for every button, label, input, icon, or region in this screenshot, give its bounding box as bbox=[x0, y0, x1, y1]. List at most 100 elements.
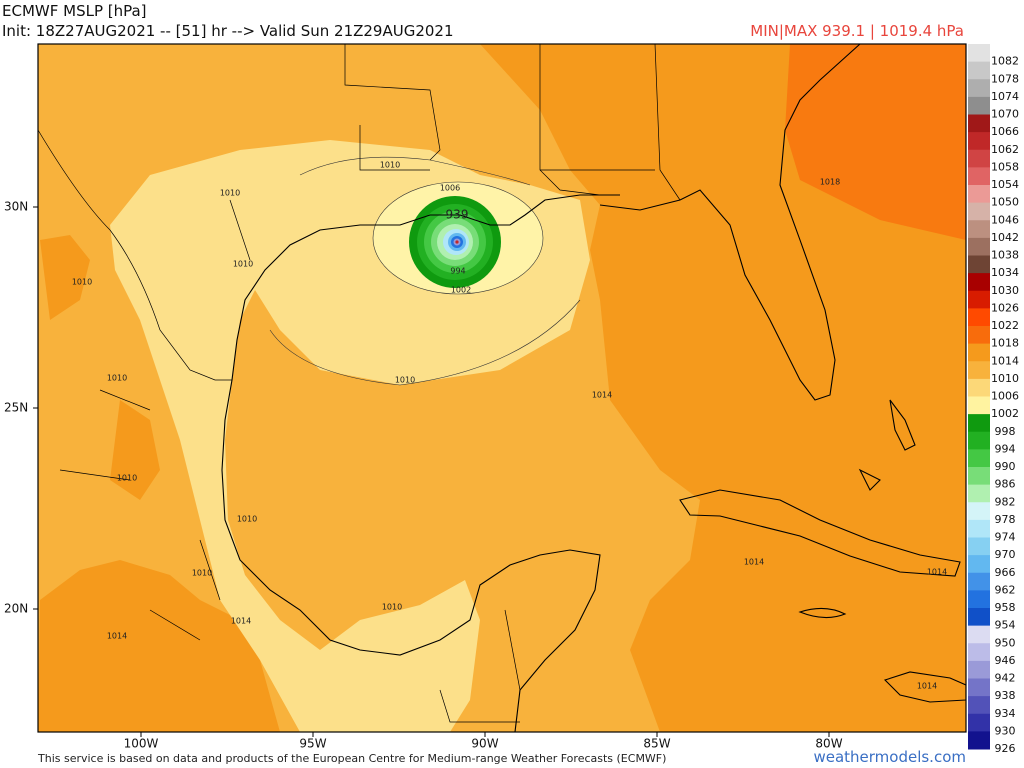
colorbar-label: 998 bbox=[995, 425, 1016, 438]
colorbar-label: 1002 bbox=[991, 407, 1019, 420]
contour-label: 1014 bbox=[917, 682, 937, 691]
contour-label: 1010 bbox=[382, 603, 402, 612]
contour-label: 1010 bbox=[220, 189, 240, 198]
colorbar-label: 978 bbox=[995, 513, 1016, 526]
colorbar-swatch bbox=[968, 502, 990, 521]
lon-label: 85W bbox=[643, 737, 670, 751]
field-center bbox=[455, 240, 459, 244]
colorbar-label: 958 bbox=[995, 601, 1016, 614]
contour-label: 1018 bbox=[820, 178, 840, 187]
lon-label: 95W bbox=[299, 737, 326, 751]
colorbar-label: 1074 bbox=[991, 90, 1019, 103]
colorbar-label: 1078 bbox=[991, 72, 1019, 85]
coastline bbox=[221, 194, 620, 732]
lat-label: 30N bbox=[4, 200, 28, 214]
contour-label: 1010 bbox=[72, 278, 92, 287]
contour-label: 1014 bbox=[592, 391, 612, 400]
colorbar-swatch bbox=[968, 185, 990, 204]
colorbar-label: 1030 bbox=[991, 284, 1019, 297]
colorbar-swatch bbox=[968, 396, 990, 415]
isobar bbox=[372, 181, 544, 295]
contour-label: 1010 bbox=[233, 260, 253, 269]
colorbar-swatch bbox=[968, 572, 990, 591]
colorbar-swatch bbox=[968, 167, 990, 186]
colorbar-label: 942 bbox=[995, 672, 1016, 685]
colorbar-label: 1042 bbox=[991, 231, 1019, 244]
colorbar-label: 966 bbox=[995, 566, 1016, 579]
colorbar-label: 1066 bbox=[991, 125, 1019, 138]
coastline bbox=[858, 399, 916, 491]
contour-label: 1010 bbox=[107, 374, 127, 383]
colorbar-label: 962 bbox=[995, 583, 1016, 596]
map-title: ECMWF MSLP [hPa] bbox=[2, 2, 147, 20]
lon-label: 80W bbox=[815, 737, 842, 751]
colorbar-swatch bbox=[968, 414, 990, 433]
contour-label: 1010 bbox=[380, 161, 400, 170]
contour-label: 1014 bbox=[107, 632, 127, 641]
colorbar-swatch bbox=[968, 660, 990, 679]
colorbar-swatch bbox=[968, 537, 990, 556]
lat-label: 20N bbox=[4, 602, 28, 616]
colorbar-label: 994 bbox=[995, 442, 1016, 455]
colorbar-swatch bbox=[968, 484, 990, 503]
coastline bbox=[798, 607, 966, 703]
map-frame bbox=[37, 43, 967, 733]
colorbar-swatch bbox=[968, 149, 990, 168]
border bbox=[199, 125, 430, 601]
colorbar-swatch bbox=[968, 290, 990, 309]
colorbar: 1082 1078 1074 1070 1066 1062 1058 1054 1050 1046… bbox=[968, 44, 1019, 755]
colorbar-swatch bbox=[968, 625, 990, 644]
colorbar-swatch bbox=[968, 378, 990, 397]
colorbar-swatch bbox=[968, 61, 990, 80]
colorbar-label: 974 bbox=[995, 531, 1016, 544]
colorbar-swatch bbox=[968, 202, 990, 221]
colorbar-swatch bbox=[968, 713, 990, 732]
colorbar-swatch bbox=[968, 678, 990, 697]
colorbar-label: 1082 bbox=[991, 55, 1019, 68]
colorbar-swatch bbox=[968, 449, 990, 468]
axis-ticks bbox=[33, 206, 830, 737]
colorbar-label: 1022 bbox=[991, 319, 1019, 332]
contour-label: 1002 bbox=[451, 286, 471, 295]
colorbar-swatch bbox=[968, 696, 990, 715]
field-1018 bbox=[785, 44, 966, 240]
colorbar-swatch bbox=[968, 114, 990, 133]
colorbar-swatch bbox=[968, 555, 990, 574]
credit: This service is based on data and produc… bbox=[37, 752, 666, 765]
field-1014 bbox=[480, 44, 966, 732]
colorbar-swatch bbox=[968, 255, 990, 274]
colorbar-label: 986 bbox=[995, 478, 1016, 491]
coastline bbox=[679, 489, 961, 577]
colorbar-label: 934 bbox=[995, 707, 1016, 720]
colorbar-label: 982 bbox=[995, 495, 1016, 508]
colorbar-swatch bbox=[968, 343, 990, 362]
site-link[interactable]: weathermodels.com bbox=[813, 748, 966, 766]
colorbar-label: 1026 bbox=[991, 301, 1019, 314]
colorbar-swatch bbox=[968, 519, 990, 538]
colorbar-label: 970 bbox=[995, 548, 1016, 561]
colorbar-swatch bbox=[968, 608, 990, 627]
colorbar-label: 1070 bbox=[991, 108, 1019, 121]
colorbar-swatch bbox=[968, 590, 990, 609]
colorbar-label: 1006 bbox=[991, 390, 1019, 403]
colorbar-swatch bbox=[968, 361, 990, 380]
colorbar-swatch bbox=[968, 132, 990, 151]
colorbar-swatch bbox=[968, 643, 990, 662]
contour-label: 1006 bbox=[440, 184, 460, 193]
colorbar-swatch bbox=[968, 44, 990, 63]
colorbar-label: 1062 bbox=[991, 143, 1019, 156]
colorbar-label: 1058 bbox=[991, 160, 1019, 173]
colorbar-label: 1050 bbox=[991, 196, 1019, 209]
colorbar-swatch bbox=[968, 237, 990, 256]
contour-label: 994 bbox=[450, 267, 465, 276]
map-area: 1010 1010 1006 939 994 1002 1010 1010 10… bbox=[38, 44, 966, 732]
colorbar-label: 1046 bbox=[991, 213, 1019, 226]
colorbar-swatch bbox=[968, 731, 990, 750]
colorbar-label: 954 bbox=[995, 619, 1016, 632]
isobar bbox=[269, 156, 581, 386]
colorbar-swatch bbox=[968, 79, 990, 98]
border bbox=[38, 44, 681, 723]
colorbar-swatch bbox=[968, 273, 990, 292]
